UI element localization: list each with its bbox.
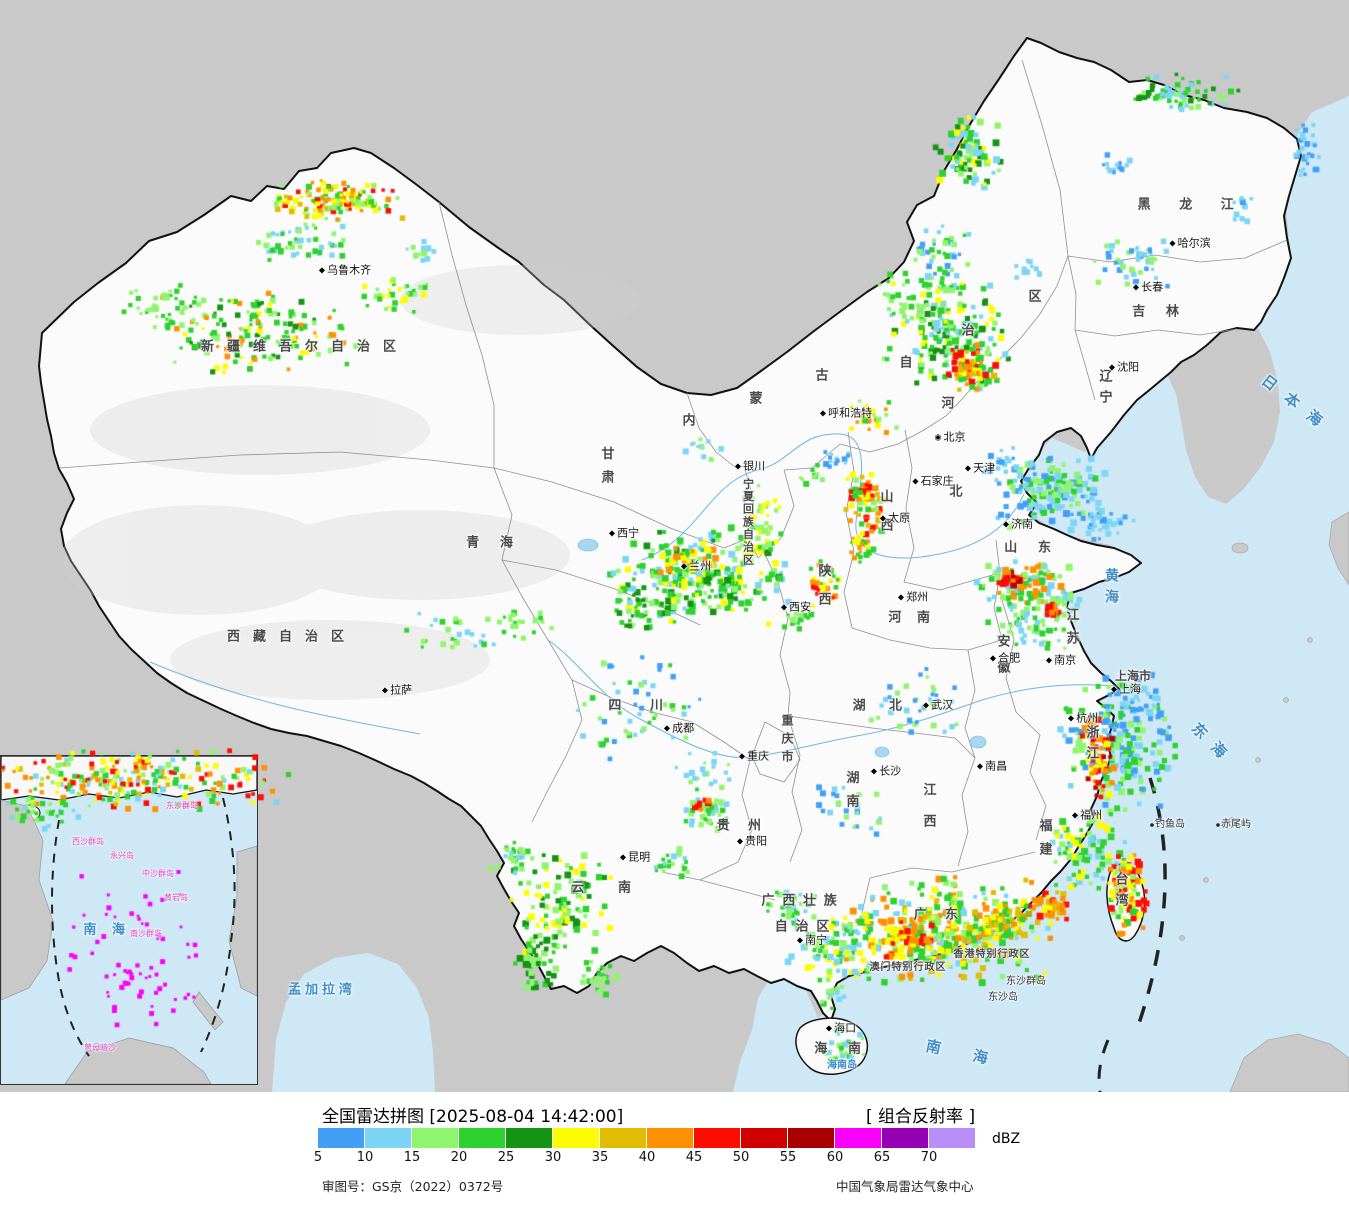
legend-swatch — [412, 1128, 459, 1148]
radar-echo-canvas — [0, 0, 1349, 1092]
legend-swatch — [835, 1128, 882, 1148]
tick-label: 30 — [544, 1150, 562, 1165]
tick-label: 10 — [356, 1150, 374, 1165]
tick-row: 5 10 15 20 25 30 35 40 45 50 55 60 65 70 — [314, 1150, 1038, 1168]
legend-panel: 全国雷达拼图 [2025-08-04 14:42:00] [ 组合反射率 ] d… — [0, 1092, 1349, 1208]
legend-title: 全国雷达拼图 [2025-08-04 14:42:00] — [322, 1107, 624, 1127]
legend-swatch — [741, 1128, 788, 1148]
tick-label: 25 — [497, 1150, 515, 1165]
color-scale — [318, 1128, 976, 1148]
tick-label: 45 — [685, 1150, 703, 1165]
legend-swatch — [365, 1128, 412, 1148]
legend-swatch — [929, 1128, 976, 1148]
legend-swatch — [553, 1128, 600, 1148]
tick-label: 65 — [873, 1150, 891, 1165]
tick-label: 40 — [638, 1150, 656, 1165]
tick-label: 55 — [779, 1150, 797, 1165]
radar-map: 新疆维吾尔自治区 西藏自治区 青海 甘肃内蒙古自治区宁夏回族自治区 陕西 山西河北山东 河南… — [0, 0, 1349, 1092]
tick-label: 15 — [403, 1150, 421, 1165]
tick-label: 50 — [732, 1150, 750, 1165]
tick-label: 60 — [826, 1150, 844, 1165]
dbz-unit-label: dBZ — [992, 1131, 1021, 1147]
agency-credit: 中国气象局雷达气象中心 — [836, 1179, 974, 1194]
map-approval-number: 审图号：GS京（2022）0372号 — [322, 1179, 504, 1194]
tick-label: 70 — [920, 1150, 938, 1165]
legend-swatch — [600, 1128, 647, 1148]
legend-swatch — [882, 1128, 929, 1148]
tick-label: 35 — [591, 1150, 609, 1165]
legend-swatch — [506, 1128, 553, 1148]
tick-label: 5 — [313, 1150, 323, 1165]
product-label: [ 组合反射率 ] — [866, 1107, 976, 1127]
legend-swatch — [318, 1128, 365, 1148]
tick-label: 20 — [450, 1150, 468, 1165]
legend-swatch — [459, 1128, 506, 1148]
legend-swatch — [788, 1128, 835, 1148]
legend-swatch — [647, 1128, 694, 1148]
legend-swatch — [694, 1128, 741, 1148]
